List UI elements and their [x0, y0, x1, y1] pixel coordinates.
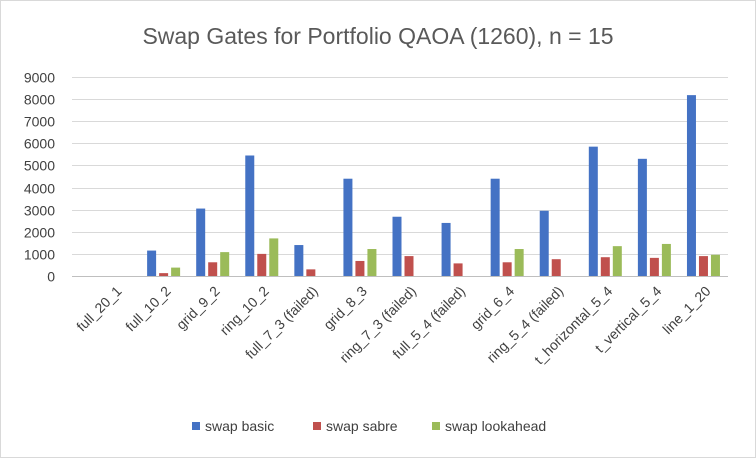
bar-swap-basic: [588, 146, 598, 276]
y-tick-label: 6000: [24, 136, 55, 152]
bar-swap-sabre: [502, 262, 512, 276]
bar-swap-lookahead: [171, 267, 181, 276]
bar-swap-sabre: [551, 259, 561, 276]
bar-swap-lookahead: [661, 243, 671, 276]
bar-swap-sabre: [698, 256, 708, 276]
bar-swap-sabre: [257, 253, 267, 276]
legend-swatch: [192, 422, 200, 430]
bar-swap-sabre: [649, 257, 659, 276]
legend-item: swap lookahead: [432, 418, 546, 434]
bar-swap-sabre: [453, 263, 463, 276]
bar-swap-sabre: [159, 273, 169, 276]
y-tick-label: 0: [47, 269, 55, 285]
y-tick-label: 1000: [24, 247, 55, 263]
bar-swap-basic: [539, 210, 549, 276]
y-tick-label: 7000: [24, 114, 55, 130]
y-axis-ticks: 0 1000 2000 3000 4000 5000 6000 7000 8000 9000: [24, 70, 55, 285]
bar-swap-basic: [686, 95, 696, 277]
y-tick-label: 9000: [24, 70, 55, 86]
bar-swap-sabre: [600, 257, 610, 276]
y-tick-label: 2000: [24, 225, 55, 241]
gridlines: [72, 77, 728, 277]
bar-swap-lookahead: [367, 249, 377, 276]
bar-swap-basic: [196, 208, 206, 276]
bar-swap-sabre: [306, 269, 316, 276]
bars: [147, 95, 720, 277]
y-tick-label: 8000: [24, 92, 55, 108]
y-tick-label: 3000: [24, 203, 55, 219]
bar-swap-basic: [343, 178, 353, 276]
bar-swap-basic: [490, 178, 500, 276]
bar-swap-basic: [294, 245, 304, 276]
legend-swatch: [432, 422, 440, 430]
bar-swap-sabre: [355, 260, 365, 276]
bar-swap-basic: [245, 155, 255, 276]
bar-swap-lookahead: [269, 238, 279, 276]
legend: swap basic swap sabre swap lookahead: [192, 418, 546, 434]
legend-item: swap basic: [192, 418, 274, 434]
y-tick-label: 4000: [24, 181, 55, 197]
bar-swap-basic: [392, 216, 402, 276]
bar-swap-sabre: [208, 262, 218, 276]
bar-swap-lookahead: [514, 249, 524, 276]
bar-swap-lookahead: [710, 254, 720, 276]
y-tick-label: 5000: [24, 158, 55, 174]
bar-swap-basic: [147, 250, 157, 276]
bar-swap-lookahead: [220, 252, 230, 276]
bar-swap-basic: [637, 158, 647, 276]
bar-swap-sabre: [404, 256, 414, 276]
legend-label: swap sabre: [326, 418, 398, 434]
bar-swap-lookahead: [612, 246, 622, 276]
legend-label: swap lookahead: [445, 418, 546, 434]
bar-swap-basic: [441, 222, 451, 276]
legend-label: swap basic: [205, 418, 274, 434]
legend-item: swap sabre: [313, 418, 398, 434]
legend-swatch: [313, 422, 321, 430]
chart-title: Swap Gates for Portfolio QAOA (1260), n …: [142, 23, 613, 49]
